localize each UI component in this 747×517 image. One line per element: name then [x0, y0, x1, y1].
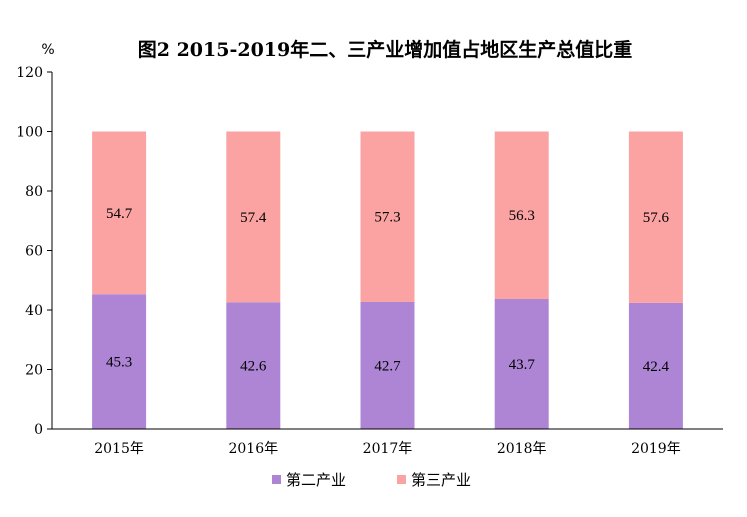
data-label: 57.3 — [374, 210, 400, 226]
y-tick-label: 20 — [25, 363, 43, 379]
bar-segment-secondary — [360, 301, 415, 429]
y-axis: 0 20 40 60 80 100 120 — [16, 65, 53, 438]
data-label: 42.7 — [374, 358, 401, 374]
bar-segment-tertiary — [628, 131, 683, 303]
x-axis: 2015年 2016年 2017年 2018年 2019年 — [52, 428, 723, 457]
y-tick-label: 100 — [16, 125, 43, 141]
legend-label: 第二产业 — [286, 471, 346, 489]
bar-segment-tertiary — [360, 131, 415, 302]
data-label: 54.7 — [106, 206, 133, 222]
x-tick-label: 2015年 — [94, 441, 144, 457]
x-tick-label: 2019年 — [631, 441, 681, 457]
x-tick-label: 2017年 — [363, 441, 413, 457]
legend-swatch — [397, 475, 406, 484]
bar-segment-secondary — [92, 294, 147, 429]
bar-segment-tertiary — [226, 131, 281, 303]
legend-swatch — [272, 475, 281, 484]
x-tick-label: 2016年 — [228, 441, 278, 457]
y-tick-label: 0 — [34, 422, 43, 438]
y-unit-label: % — [41, 42, 54, 58]
chart-title: 图2 2015-2019年二、三产业增加值占地区生产总值比重 — [138, 38, 632, 61]
x-tick-label: 2018年 — [497, 441, 547, 457]
data-label: 45.3 — [106, 355, 132, 371]
y-tick-label: 80 — [25, 184, 43, 200]
y-tick-label: 60 — [25, 244, 43, 260]
data-label: 57.4 — [240, 210, 267, 226]
bar-segment-secondary — [628, 302, 683, 429]
data-label: 42.6 — [240, 359, 267, 375]
data-label: 42.4 — [643, 359, 670, 375]
legend-label: 第三产业 — [411, 471, 471, 489]
data-label: 57.6 — [643, 210, 670, 226]
y-tick-label: 120 — [16, 65, 43, 81]
bar-segment-secondary — [494, 298, 549, 429]
data-label: 43.7 — [509, 357, 536, 373]
bar-segment-tertiary — [92, 131, 147, 295]
bar-segment-secondary — [226, 302, 281, 429]
y-tick-label: 40 — [25, 303, 43, 319]
bar-segment-tertiary — [494, 131, 549, 299]
data-label: 56.3 — [509, 208, 535, 224]
legend: 第二产业 第三产业 — [272, 471, 471, 489]
bars: 45.3 54.7 42.6 57.4 42.7 57.3 43.7 56.3 42.4 57.6 — [92, 131, 683, 429]
